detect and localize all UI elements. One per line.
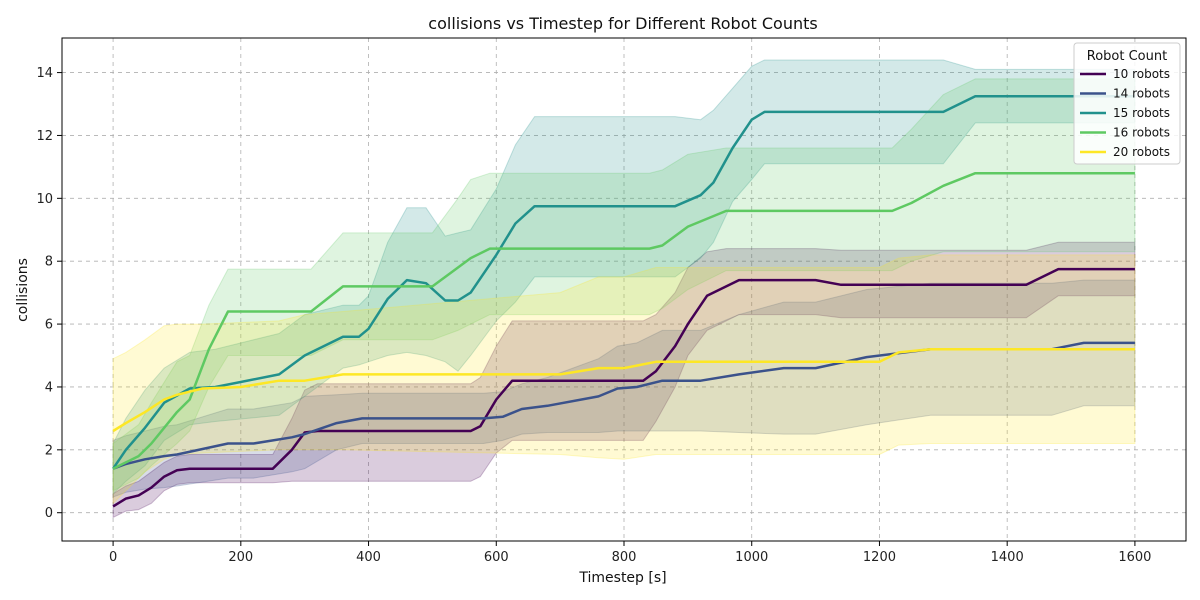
band-20-robots [112, 254, 1136, 505]
x-axis-label: Timestep [s] [578, 570, 666, 586]
y-axis-label: collisions [15, 258, 31, 322]
x-tick-label: 1000 [735, 550, 768, 565]
y-tick-label: 0 [45, 506, 53, 521]
chart-title: collisions vs Timestep for Different Rob… [428, 14, 817, 33]
x-tick-label: 400 [356, 550, 381, 565]
y-tick-label: 12 [36, 129, 53, 144]
legend-label: 15 robots [1113, 106, 1170, 120]
x-tick-label: 800 [612, 550, 637, 565]
x-tick-label: 1600 [1118, 550, 1151, 565]
line-20-robots [112, 347, 1135, 433]
x-tick-label: 0 [109, 550, 117, 565]
legend-label: 20 robots [1113, 145, 1170, 159]
y-tick-label: 2 [45, 443, 53, 458]
y-axis: 0 2 4 6 8 10 12 14 [36, 66, 62, 521]
legend-items: 10 robots 14 robots 15 robots 16 robots 20 r… [1080, 67, 1170, 159]
series-lines [112, 94, 1135, 508]
y-tick-label: 8 [45, 255, 53, 270]
line-10-robots [112, 267, 1135, 508]
legend-label: 14 robots [1113, 87, 1170, 101]
y-tick-label: 14 [36, 66, 53, 81]
legend-label: 16 robots [1113, 126, 1170, 140]
y-tick-label: 6 [45, 318, 53, 333]
legend-label: 10 robots [1113, 67, 1170, 81]
x-tick-label: 600 [484, 550, 509, 565]
x-tick-label: 1400 [991, 550, 1024, 565]
confidence-bands [112, 59, 1136, 519]
x-tick-label: 1200 [863, 550, 896, 565]
band-16-robots [112, 78, 1136, 492]
line-16-robots [112, 171, 1135, 470]
y-tick-label: 4 [45, 380, 53, 395]
x-tick-label: 200 [228, 550, 253, 565]
y-tick-label: 10 [36, 192, 53, 207]
x-axis: 0 200 400 600 800 1000 1200 1400 1600 [109, 541, 1151, 565]
legend-title: Robot Count [1087, 49, 1167, 64]
